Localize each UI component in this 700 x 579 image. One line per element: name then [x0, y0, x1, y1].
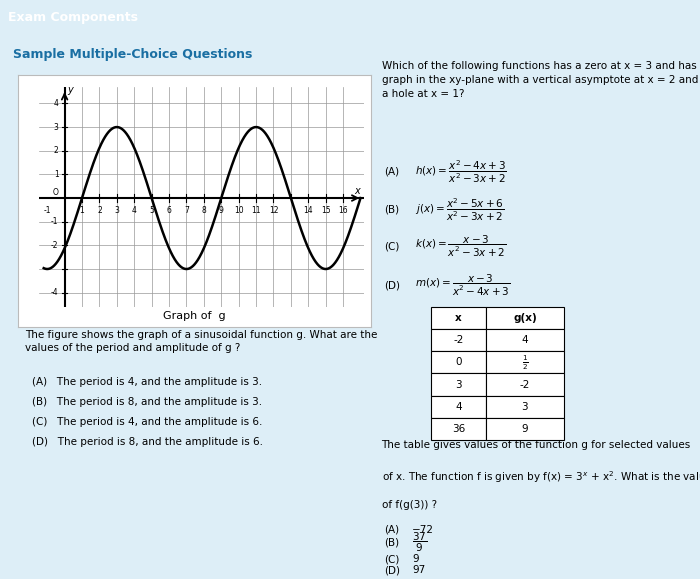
Text: (C): (C): [384, 555, 400, 565]
Text: 11: 11: [251, 206, 261, 215]
Text: 1: 1: [80, 206, 85, 215]
Text: 3: 3: [455, 380, 462, 390]
Text: -2: -2: [51, 241, 59, 250]
Text: Which of the following functions has a zero at x = 3 and has a
graph in the xy-p: Which of the following functions has a z…: [382, 61, 700, 99]
Text: 9: 9: [522, 424, 528, 434]
Text: −72: −72: [412, 525, 434, 535]
Text: (B): (B): [384, 204, 400, 214]
Text: 9: 9: [219, 206, 224, 215]
Text: $k(x) = \dfrac{x - 3}{x^2 - 3x + 2}$: $k(x) = \dfrac{x - 3}{x^2 - 3x + 2}$: [415, 234, 507, 259]
Text: 2: 2: [54, 146, 59, 155]
Text: (B)   The period is 8, and the amplitude is 3.: (B) The period is 8, and the amplitude i…: [32, 397, 262, 407]
Text: (A): (A): [384, 167, 400, 177]
Bar: [430, 307, 486, 329]
Text: The table gives values of the function g for selected values: The table gives values of the function g…: [382, 440, 691, 450]
Bar: [430, 395, 486, 418]
Bar: [430, 351, 486, 373]
Text: 4: 4: [54, 99, 59, 108]
Text: 0: 0: [455, 357, 462, 367]
Text: 3: 3: [54, 123, 59, 131]
Text: 16: 16: [338, 206, 348, 215]
Text: -4: -4: [51, 288, 59, 297]
Text: 5: 5: [149, 206, 154, 215]
Text: 6: 6: [167, 206, 172, 215]
Text: 15: 15: [321, 206, 330, 215]
Text: of f(g(3)) ?: of f(g(3)) ?: [382, 500, 437, 511]
Text: (B): (B): [384, 538, 400, 548]
Bar: [486, 329, 564, 351]
Text: (D)   The period is 8, and the amplitude is 6.: (D) The period is 8, and the amplitude i…: [32, 437, 262, 446]
Text: -1: -1: [51, 217, 59, 226]
Text: 10: 10: [234, 206, 244, 215]
Text: 4: 4: [132, 206, 136, 215]
Text: (C): (C): [384, 242, 400, 252]
Text: 97: 97: [412, 565, 426, 576]
Text: 9: 9: [412, 555, 419, 565]
Bar: [486, 418, 564, 440]
Text: Graph of  g: Graph of g: [163, 311, 225, 321]
Text: -2: -2: [519, 380, 530, 390]
Text: $h(x) = \dfrac{x^2 - 4x + 3}{x^2 - 3x + 2}$: $h(x) = \dfrac{x^2 - 4x + 3}{x^2 - 3x + …: [415, 158, 508, 185]
Text: 7: 7: [184, 206, 189, 215]
Text: 4: 4: [522, 335, 528, 345]
Text: of x. The function f is given by f(x) = 3$^x$ + x$^2$. What is the value: of x. The function f is given by f(x) = …: [382, 470, 700, 485]
Bar: [486, 307, 564, 329]
Text: 3: 3: [114, 206, 119, 215]
Text: Sample Multiple-Choice Questions: Sample Multiple-Choice Questions: [13, 48, 253, 61]
Text: x: x: [455, 313, 462, 323]
Text: $\frac{1}{2}$: $\frac{1}{2}$: [522, 353, 528, 372]
Bar: [486, 373, 564, 395]
Text: (C)   The period is 4, and the amplitude is 6.: (C) The period is 4, and the amplitude i…: [32, 417, 262, 427]
Text: (D): (D): [384, 281, 400, 291]
Text: 14: 14: [304, 206, 313, 215]
Text: (A): (A): [384, 525, 400, 535]
Text: The figure shows the graph of a sinusoidal function g. What are the
values of th: The figure shows the graph of a sinusoid…: [25, 329, 377, 353]
Bar: [430, 418, 486, 440]
Bar: [486, 395, 564, 418]
Text: 4: 4: [455, 402, 462, 412]
Bar: [486, 351, 564, 373]
Text: 3: 3: [522, 402, 528, 412]
Text: x: x: [354, 186, 360, 196]
Text: -1: -1: [43, 206, 51, 215]
Text: Exam Components: Exam Components: [8, 11, 139, 24]
Text: (D): (D): [384, 565, 400, 576]
Text: (A)   The period is 4, and the amplitude is 3.: (A) The period is 4, and the amplitude i…: [32, 377, 262, 387]
Text: y: y: [67, 85, 73, 96]
Text: 1: 1: [54, 170, 59, 179]
Text: g(x): g(x): [513, 313, 537, 323]
Bar: [430, 329, 486, 351]
Text: -2: -2: [453, 335, 463, 345]
Text: 12: 12: [269, 206, 278, 215]
Text: $m(x) = \dfrac{x - 3}{x^2 - 4x + 3}$: $m(x) = \dfrac{x - 3}{x^2 - 4x + 3}$: [415, 273, 511, 298]
Text: O: O: [52, 188, 59, 197]
Text: $\dfrac{37}{9}$: $\dfrac{37}{9}$: [412, 531, 428, 554]
Text: $j(x) = \dfrac{x^2 - 5x + 6}{x^2 - 3x + 2}$: $j(x) = \dfrac{x^2 - 5x + 6}{x^2 - 3x + …: [415, 196, 505, 222]
Text: 2: 2: [97, 206, 102, 215]
Bar: [430, 373, 486, 395]
Text: 8: 8: [202, 206, 206, 215]
Text: 36: 36: [452, 424, 465, 434]
